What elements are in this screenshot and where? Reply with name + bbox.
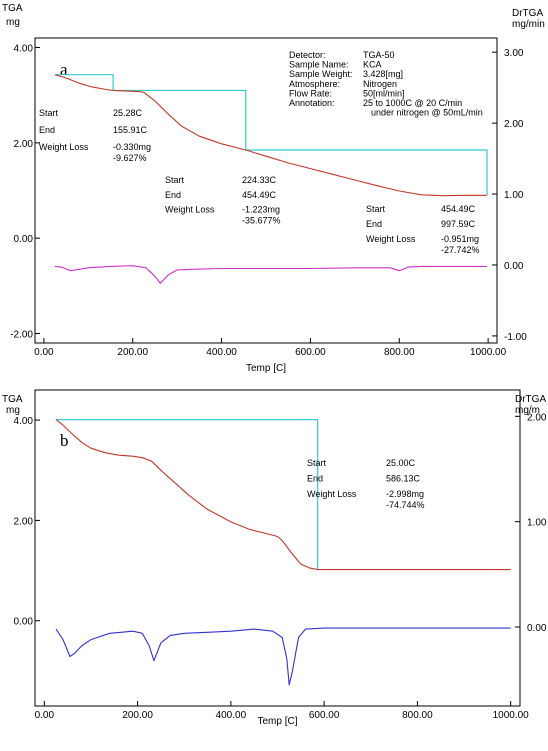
p1-step-end-value: 155.91C (113, 125, 148, 135)
p1-step-marker (55, 74, 114, 91)
p1-info-value: KCA (363, 60, 382, 70)
p1-step-start-value: 224.33C (242, 175, 277, 185)
p2-step-loss-label: Weight Loss (307, 489, 357, 499)
p1-right-tick-label: 1.00 (504, 190, 524, 201)
p2-plot-frame (34, 389, 521, 707)
p1-step-start-label: Start (165, 175, 185, 185)
p1-step-marker (113, 89, 247, 150)
p1-x-axis-label: Temp [C] (246, 363, 286, 374)
p2-right-axis-unit: mg/m (515, 405, 540, 416)
p2-right-tick-label: 0.00 (527, 623, 547, 634)
p2-step-start-value: 25.00C (386, 458, 416, 468)
p1-left-tick-label: 0.00 (14, 234, 34, 245)
p2-x-tick-label: 800.00 (402, 710, 433, 721)
p1-info-key: Flow Rate: (289, 88, 332, 98)
p1-info-key: Atmosphere: (289, 79, 340, 89)
p2-step-start-label: Start (307, 458, 327, 468)
p1-right-tick-label: 3.00 (504, 48, 524, 59)
p1-info-value: 3.428[mg] (363, 69, 403, 79)
p1-info-key: Sample Name: (289, 60, 349, 70)
p1-step-loss-mg: -0.330mg (113, 142, 151, 152)
p2-right-tick-label: 1.00 (527, 518, 547, 529)
p1-right-tick-label: 0.00 (504, 261, 524, 272)
p1-tga-curve (54, 74, 487, 197)
p1-left-tick-label: -2.00 (10, 329, 33, 340)
p1-step-loss-pct: -27.742% (441, 245, 480, 255)
p1-step-start-label: Start (39, 108, 59, 118)
p2-step-marker (55, 418, 319, 570)
p2-step-loss-pct: -74.744% (386, 500, 425, 510)
p1-info-key: Detector: (289, 50, 326, 60)
p1-info-key: Sample Weight: (289, 69, 352, 79)
p2-x-tick-label: 0.00 (35, 710, 55, 721)
p1-step-loss-mg: -0.951mg (441, 234, 479, 244)
p1-left-axis-title: TGA (2, 3, 23, 14)
p1-step-end-value: 454.49C (242, 190, 277, 200)
p1-step-marker (245, 149, 488, 196)
p1-step-loss-pct: -9.627% (113, 153, 147, 163)
p1-right-tick-label: -1.00 (504, 332, 527, 343)
p1-panel-label: a (60, 60, 68, 79)
p1-left-axis-unit: mg (6, 17, 20, 28)
p1-drtga-curve (54, 265, 487, 284)
p1-left-tick-label: 4.00 (14, 44, 34, 55)
p1-info-value: 50[ml/min] (363, 88, 405, 98)
p1-step-end-value: 997.59C (441, 219, 476, 229)
p1-info-value: 25 to 1000C @ 20 C/min (363, 98, 462, 108)
p1-step-loss-label: Weight Loss (39, 142, 89, 152)
p1-step-end-label: End (165, 190, 181, 200)
p1-x-tick-label: 800.00 (384, 347, 415, 358)
p1-step-end-label: End (366, 219, 382, 229)
p2-left-tick-label: 4.00 (14, 416, 34, 427)
p2-x-axis-label: Temp [C] (257, 716, 297, 727)
p2-x-tick-label: 600.00 (309, 710, 340, 721)
p1-left-tick-label: 2.00 (14, 139, 34, 150)
p1-x-tick-label: 600.00 (295, 347, 326, 358)
p2-x-tick-label: 400.00 (216, 710, 247, 721)
p2-x-tick-label: 200.00 (122, 710, 153, 721)
p1-step-loss-label: Weight Loss (366, 234, 416, 244)
p1-x-tick-label: 1000.00 (470, 347, 507, 358)
p1-right-axis-title: DrTGA (512, 8, 543, 19)
p2-x-tick-label: 1000.00 (493, 710, 530, 721)
p1-info-key: Annotation: (289, 98, 335, 108)
p1-info-value: TGA-50 (363, 50, 395, 60)
p1-x-tick-label: 200.00 (117, 347, 148, 358)
p1-x-tick-label: 400.00 (206, 347, 237, 358)
p2-right-axis-title: DrTGA (515, 394, 546, 405)
p2-panel-label: b (60, 431, 69, 450)
p2-tga-curve (55, 419, 511, 571)
p1-step-start-value: 25.28C (113, 108, 143, 118)
p1-right-tick-label: 2.00 (504, 119, 524, 130)
p1-x-tick-label: 0.00 (34, 347, 54, 358)
p1-right-axis-unit: mg/min (512, 19, 545, 30)
p1-step-start-value: 454.49C (441, 204, 476, 214)
p1-plot-frame (34, 37, 498, 344)
p1-step-loss-label: Weight Loss (165, 205, 215, 215)
p2-left-tick-label: 0.00 (14, 617, 34, 628)
p2-left-tick-label: 2.00 (14, 516, 34, 527)
p2-step-loss-mg: -2.998mg (386, 489, 424, 499)
p2-step-end-value: 586.13C (386, 474, 421, 484)
p2-left-axis-unit: mg (6, 405, 20, 416)
p2-drtga-curve (55, 627, 511, 686)
p2-right-tick-label: 2.00 (527, 412, 547, 423)
p1-step-end-label: End (39, 125, 55, 135)
p2-step-end-label: End (307, 474, 323, 484)
p1-step-loss-pct: -35.677% (242, 216, 281, 226)
p1-info-value: under nitrogen @ 50mL/min (371, 108, 483, 118)
p1-info-value: Nitrogen (363, 79, 397, 89)
p1-step-start-label: Start (366, 204, 386, 214)
p2-left-axis-title: TGA (2, 394, 23, 405)
p1-step-loss-mg: -1.223mg (242, 205, 280, 215)
